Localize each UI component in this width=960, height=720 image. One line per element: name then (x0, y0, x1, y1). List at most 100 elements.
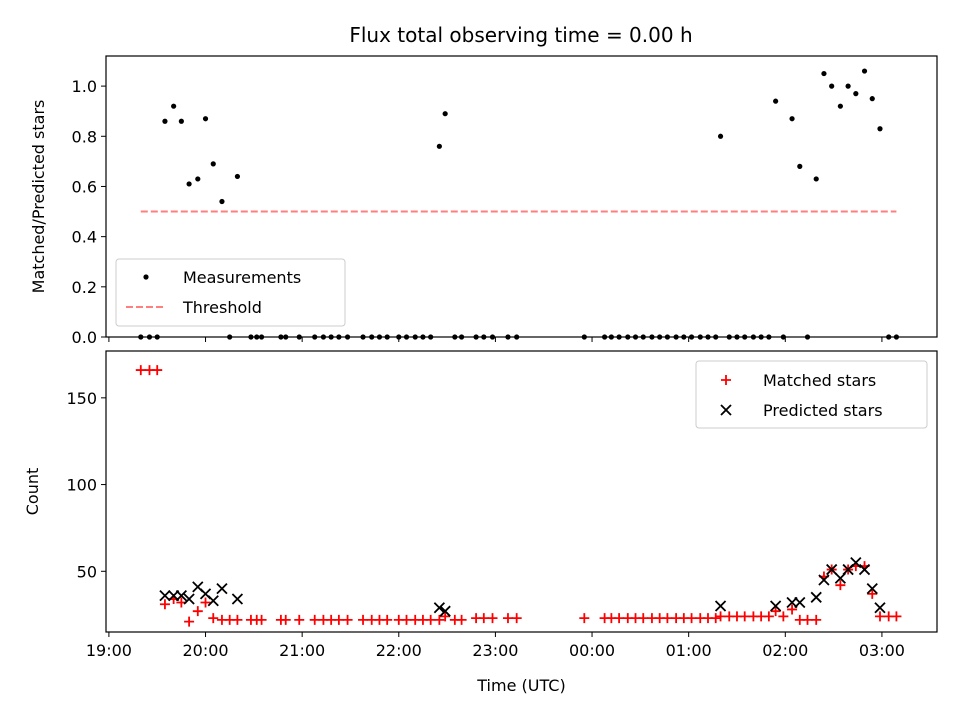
matched-stars-point (487, 613, 498, 624)
predicted-stars-point (858, 563, 871, 576)
matched-stars-point (333, 614, 344, 625)
measurement-point (893, 334, 900, 340)
measurement-point (821, 70, 827, 77)
measurement-point (248, 334, 254, 340)
measurement-point (616, 334, 622, 340)
measurement-point (705, 334, 711, 340)
matched-stars-point (763, 611, 774, 622)
predicted-stars-point (826, 563, 838, 576)
legend-top: Measurements Threshold (115, 258, 346, 327)
y-tick-label: 0.8 (72, 127, 97, 146)
matched-stars-point (401, 614, 412, 625)
measurement-point (428, 334, 434, 340)
measurement-point (412, 334, 418, 340)
matched-stars-point (811, 614, 822, 625)
y-axis-title: Matched/Predicted stars (29, 100, 48, 294)
y-tick-label: 0.6 (72, 177, 97, 196)
predicted-stars-point (216, 582, 228, 595)
measurement-point (845, 83, 851, 89)
legend-box (695, 360, 928, 429)
measurement-point (657, 334, 663, 340)
measurement-point (837, 103, 843, 109)
matched-stars-point (502, 613, 513, 624)
measurement-point (384, 334, 390, 340)
legend-bottom: Matched stars Predicted stars (695, 360, 928, 429)
measurement-point (195, 176, 201, 182)
x-tick-label: 20:00 (182, 641, 228, 660)
measurement-point (734, 334, 740, 340)
measurement-point (829, 83, 835, 89)
measurement-point (219, 198, 225, 205)
x-axis-title: Time (UTC) (476, 676, 565, 695)
measurement-point (869, 96, 875, 102)
matched-stars-point (511, 613, 522, 624)
x-tick-label: 03:00 (859, 641, 905, 660)
measurement-point (625, 334, 631, 340)
measurement-point (138, 334, 144, 340)
x-tick-label: 21:00 (279, 641, 325, 660)
matched-stars-point (342, 614, 353, 625)
matched-stars-point (715, 611, 726, 622)
measurement-point (608, 334, 614, 340)
measurement-point (186, 181, 192, 187)
legend-threshold-label: Threshold (182, 298, 262, 317)
measurement-point (420, 334, 426, 340)
matched-stars-point (280, 614, 291, 625)
measurement-point (681, 334, 687, 340)
measurement-point (766, 334, 772, 340)
x-tick-label: 00:00 (569, 641, 615, 660)
measurement-point (758, 334, 764, 340)
measurement-point (717, 133, 724, 139)
matched-stars-point (710, 613, 721, 624)
matched-stars-point (256, 614, 267, 625)
matched-stars-point (358, 614, 369, 625)
measurement-point (664, 334, 671, 340)
matched-stars-point (425, 614, 436, 625)
x-tick-label: 23:00 (472, 641, 518, 660)
predicted-stars-point (769, 600, 782, 612)
measurement-point (360, 334, 366, 340)
measurement-point (697, 334, 703, 340)
measurement-point (789, 116, 795, 122)
measurement-point (713, 334, 719, 340)
measurement-point (514, 334, 520, 340)
matched-stars-point (159, 599, 170, 610)
count-panel: 19:00 20:00 21:00 22:00 23:00 00:00 01:00 02:00… (23, 350, 938, 695)
measurement-point (726, 334, 732, 340)
y-tick-label: 0.0 (72, 328, 97, 347)
measurement-point (797, 163, 803, 169)
matched-stars-point (200, 597, 211, 608)
measurement-point (403, 334, 410, 340)
legend-matched-label: Matched stars (763, 371, 876, 390)
chart-title: Flux total observing time = 0.00 h (349, 23, 692, 47)
predicted-stars-point (818, 574, 830, 586)
matched-stars-point (152, 365, 163, 376)
measurement-point (886, 334, 892, 340)
plot-area (135, 365, 902, 627)
measurement-point (296, 334, 302, 340)
measurement-point (804, 334, 811, 340)
measurement-point (254, 334, 260, 340)
matched-stars-point (456, 614, 467, 625)
matched-stars-point (309, 614, 320, 625)
measurement-point (146, 334, 153, 340)
measurement-point (258, 334, 265, 340)
matched-stars-point (614, 613, 625, 624)
y-tick-label: 1.0 (72, 77, 97, 96)
predicted-stars-point (850, 556, 862, 569)
measurement-point (773, 98, 779, 104)
measurement-point (376, 334, 383, 340)
measurement-point (328, 334, 334, 340)
measurement-point (505, 334, 511, 340)
measurement-point (877, 126, 883, 132)
axes-frame (105, 55, 938, 338)
matched-stars-point (478, 613, 489, 624)
legend-measurements-label: Measurements (183, 268, 301, 287)
measurement-point (813, 176, 819, 182)
matched-stars-point (382, 614, 393, 625)
matched-stars-point (787, 604, 798, 615)
measurement-point (283, 334, 289, 340)
matched-stars-point (739, 611, 750, 622)
